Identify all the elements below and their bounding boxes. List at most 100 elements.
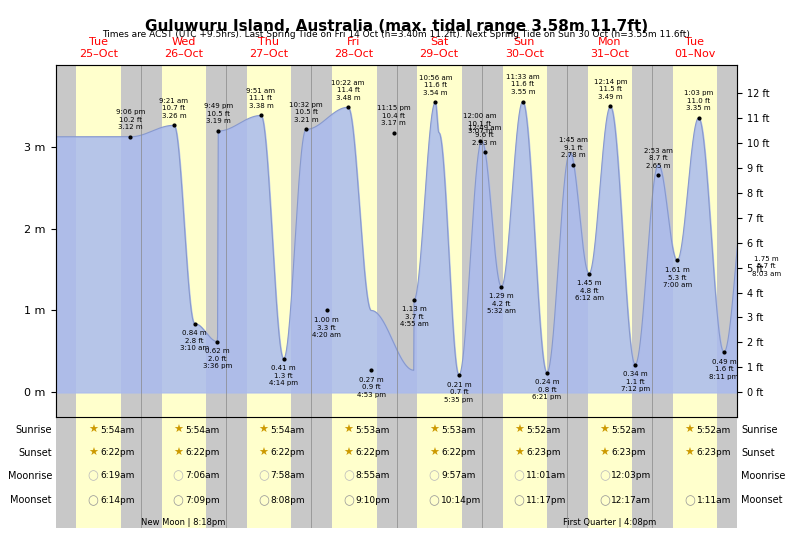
- Bar: [547, 65, 567, 417]
- Bar: [76, 417, 121, 528]
- Text: 2:53 am
8.7 ft
2.65 m: 2:53 am 8.7 ft 2.65 m: [644, 148, 673, 169]
- Bar: [503, 417, 547, 528]
- Text: ★: ★: [684, 425, 695, 436]
- Text: 7:58am: 7:58am: [270, 472, 305, 480]
- Bar: [56, 417, 76, 528]
- Bar: [567, 65, 588, 417]
- Text: Tue: Tue: [89, 37, 108, 47]
- Text: 10:22 am
11.4 ft
3.48 m: 10:22 am 11.4 ft 3.48 m: [331, 80, 365, 101]
- Text: 1.61 m
5.3 ft
7:00 am: 1.61 m 5.3 ft 7:00 am: [662, 267, 691, 288]
- Bar: [673, 417, 718, 528]
- Text: Thu: Thu: [259, 37, 279, 47]
- Text: 1:03 pm
11.0 ft
3.35 m: 1:03 pm 11.0 ft 3.35 m: [684, 91, 713, 112]
- Text: 0.21 m
0.7 ft
5:35 pm: 0.21 m 0.7 ft 5:35 pm: [444, 382, 473, 403]
- Text: ○: ○: [173, 469, 183, 482]
- Bar: [632, 65, 653, 417]
- Text: 1.45 m
4.8 ft
6:12 am: 1.45 m 4.8 ft 6:12 am: [574, 280, 603, 301]
- Bar: [567, 417, 588, 528]
- Bar: [56, 65, 76, 417]
- Bar: [396, 65, 417, 417]
- Bar: [162, 417, 206, 528]
- Text: ○: ○: [599, 494, 610, 507]
- Text: 11:33 am
11.6 ft
3.55 m: 11:33 am 11.6 ft 3.55 m: [506, 74, 539, 95]
- Text: 9:21 am
10.7 ft
3.26 m: 9:21 am 10.7 ft 3.26 m: [159, 98, 189, 119]
- Text: ★: ★: [684, 447, 695, 458]
- Text: Sunrise: Sunrise: [741, 425, 778, 436]
- Bar: [226, 417, 247, 528]
- Bar: [141, 417, 162, 528]
- Bar: [312, 65, 332, 417]
- Text: ★: ★: [88, 447, 98, 458]
- Bar: [121, 417, 141, 528]
- Text: Fri: Fri: [347, 37, 361, 47]
- Text: 01–Nov: 01–Nov: [674, 49, 715, 59]
- Text: 8:08pm: 8:08pm: [270, 496, 305, 505]
- Bar: [332, 417, 377, 528]
- Text: 25–Oct: 25–Oct: [79, 49, 117, 59]
- Bar: [503, 65, 547, 417]
- Text: 12:14 pm
11.5 ft
3.49 m: 12:14 pm 11.5 ft 3.49 m: [594, 79, 627, 100]
- Text: ○: ○: [258, 494, 269, 507]
- Text: 30–Oct: 30–Oct: [505, 49, 544, 59]
- Text: 5:53am: 5:53am: [441, 426, 475, 435]
- Bar: [76, 65, 121, 417]
- Bar: [718, 65, 737, 417]
- Text: 27–Oct: 27–Oct: [249, 49, 288, 59]
- Text: 1:11am: 1:11am: [696, 496, 731, 505]
- Bar: [291, 65, 312, 417]
- Text: ○: ○: [343, 469, 354, 482]
- Text: ○: ○: [343, 494, 354, 507]
- Text: 9:51 am
11.1 ft
3.38 m: 9:51 am 11.1 ft 3.38 m: [247, 88, 275, 109]
- Text: Sunset: Sunset: [741, 447, 775, 458]
- Text: First Quarter | 4:08pm: First Quarter | 4:08pm: [563, 518, 657, 527]
- Text: 9:06 pm
10.2 ft
3.12 m: 9:06 pm 10.2 ft 3.12 m: [116, 109, 145, 130]
- Text: Sat: Sat: [430, 37, 448, 47]
- Text: 1.75 m
5.7 ft
8:03 am: 1.75 m 5.7 ft 8:03 am: [752, 255, 780, 277]
- Text: 28–Oct: 28–Oct: [335, 49, 374, 59]
- Text: ★: ★: [173, 447, 183, 458]
- Text: 1.13 m
3.7 ft
4:55 am: 1.13 m 3.7 ft 4:55 am: [400, 306, 428, 327]
- Text: ★: ★: [88, 425, 98, 436]
- Text: 9:57am: 9:57am: [441, 472, 475, 480]
- Text: ★: ★: [343, 447, 354, 458]
- Bar: [632, 417, 653, 528]
- Text: New Moon | 8:18pm: New Moon | 8:18pm: [141, 518, 225, 527]
- Text: ○: ○: [428, 469, 439, 482]
- Text: 12:17am: 12:17am: [611, 496, 651, 505]
- Bar: [162, 65, 206, 417]
- Text: Guluwuru Island, Australia (max. tidal range 3.58m 11.7ft): Guluwuru Island, Australia (max. tidal r…: [145, 19, 648, 34]
- Bar: [332, 65, 377, 417]
- Text: ○: ○: [258, 469, 269, 482]
- Text: 26–Oct: 26–Oct: [164, 49, 203, 59]
- Text: 6:22pm: 6:22pm: [355, 448, 390, 457]
- Bar: [141, 65, 162, 417]
- Text: 0.49 m
1.6 ft
8:11 pm: 0.49 m 1.6 ft 8:11 pm: [709, 359, 738, 380]
- Bar: [312, 417, 332, 528]
- Text: 0.24 m
0.8 ft
6:21 pm: 0.24 m 0.8 ft 6:21 pm: [532, 379, 561, 400]
- Text: 6:22pm: 6:22pm: [100, 448, 134, 457]
- Text: 0.41 m
1.3 ft
4:14 pm: 0.41 m 1.3 ft 4:14 pm: [269, 365, 298, 386]
- Bar: [417, 65, 462, 417]
- Bar: [653, 417, 673, 528]
- Text: Sun: Sun: [514, 37, 535, 47]
- Text: ★: ★: [429, 447, 439, 458]
- Text: 5:53am: 5:53am: [355, 426, 390, 435]
- Text: 10:56 am
11.6 ft
3.54 m: 10:56 am 11.6 ft 3.54 m: [419, 75, 452, 96]
- Text: Tue: Tue: [685, 37, 704, 47]
- Bar: [718, 417, 737, 528]
- Bar: [377, 417, 396, 528]
- Text: 5:52am: 5:52am: [611, 426, 646, 435]
- Bar: [482, 65, 503, 417]
- Text: 6:23pm: 6:23pm: [696, 448, 731, 457]
- Text: Moonrise: Moonrise: [8, 471, 52, 481]
- Text: 5:54am: 5:54am: [100, 426, 134, 435]
- Bar: [482, 417, 503, 528]
- Text: 10:32 pm
10.5 ft
3.21 m: 10:32 pm 10.5 ft 3.21 m: [289, 102, 323, 123]
- Text: ★: ★: [173, 425, 183, 436]
- Text: Sunrise: Sunrise: [15, 425, 52, 436]
- Text: ○: ○: [87, 469, 98, 482]
- Text: 9:10pm: 9:10pm: [355, 496, 390, 505]
- Text: 1.29 m
4.2 ft
5:32 am: 1.29 m 4.2 ft 5:32 am: [487, 293, 515, 314]
- Bar: [417, 417, 462, 528]
- Text: 12:03pm: 12:03pm: [611, 472, 652, 480]
